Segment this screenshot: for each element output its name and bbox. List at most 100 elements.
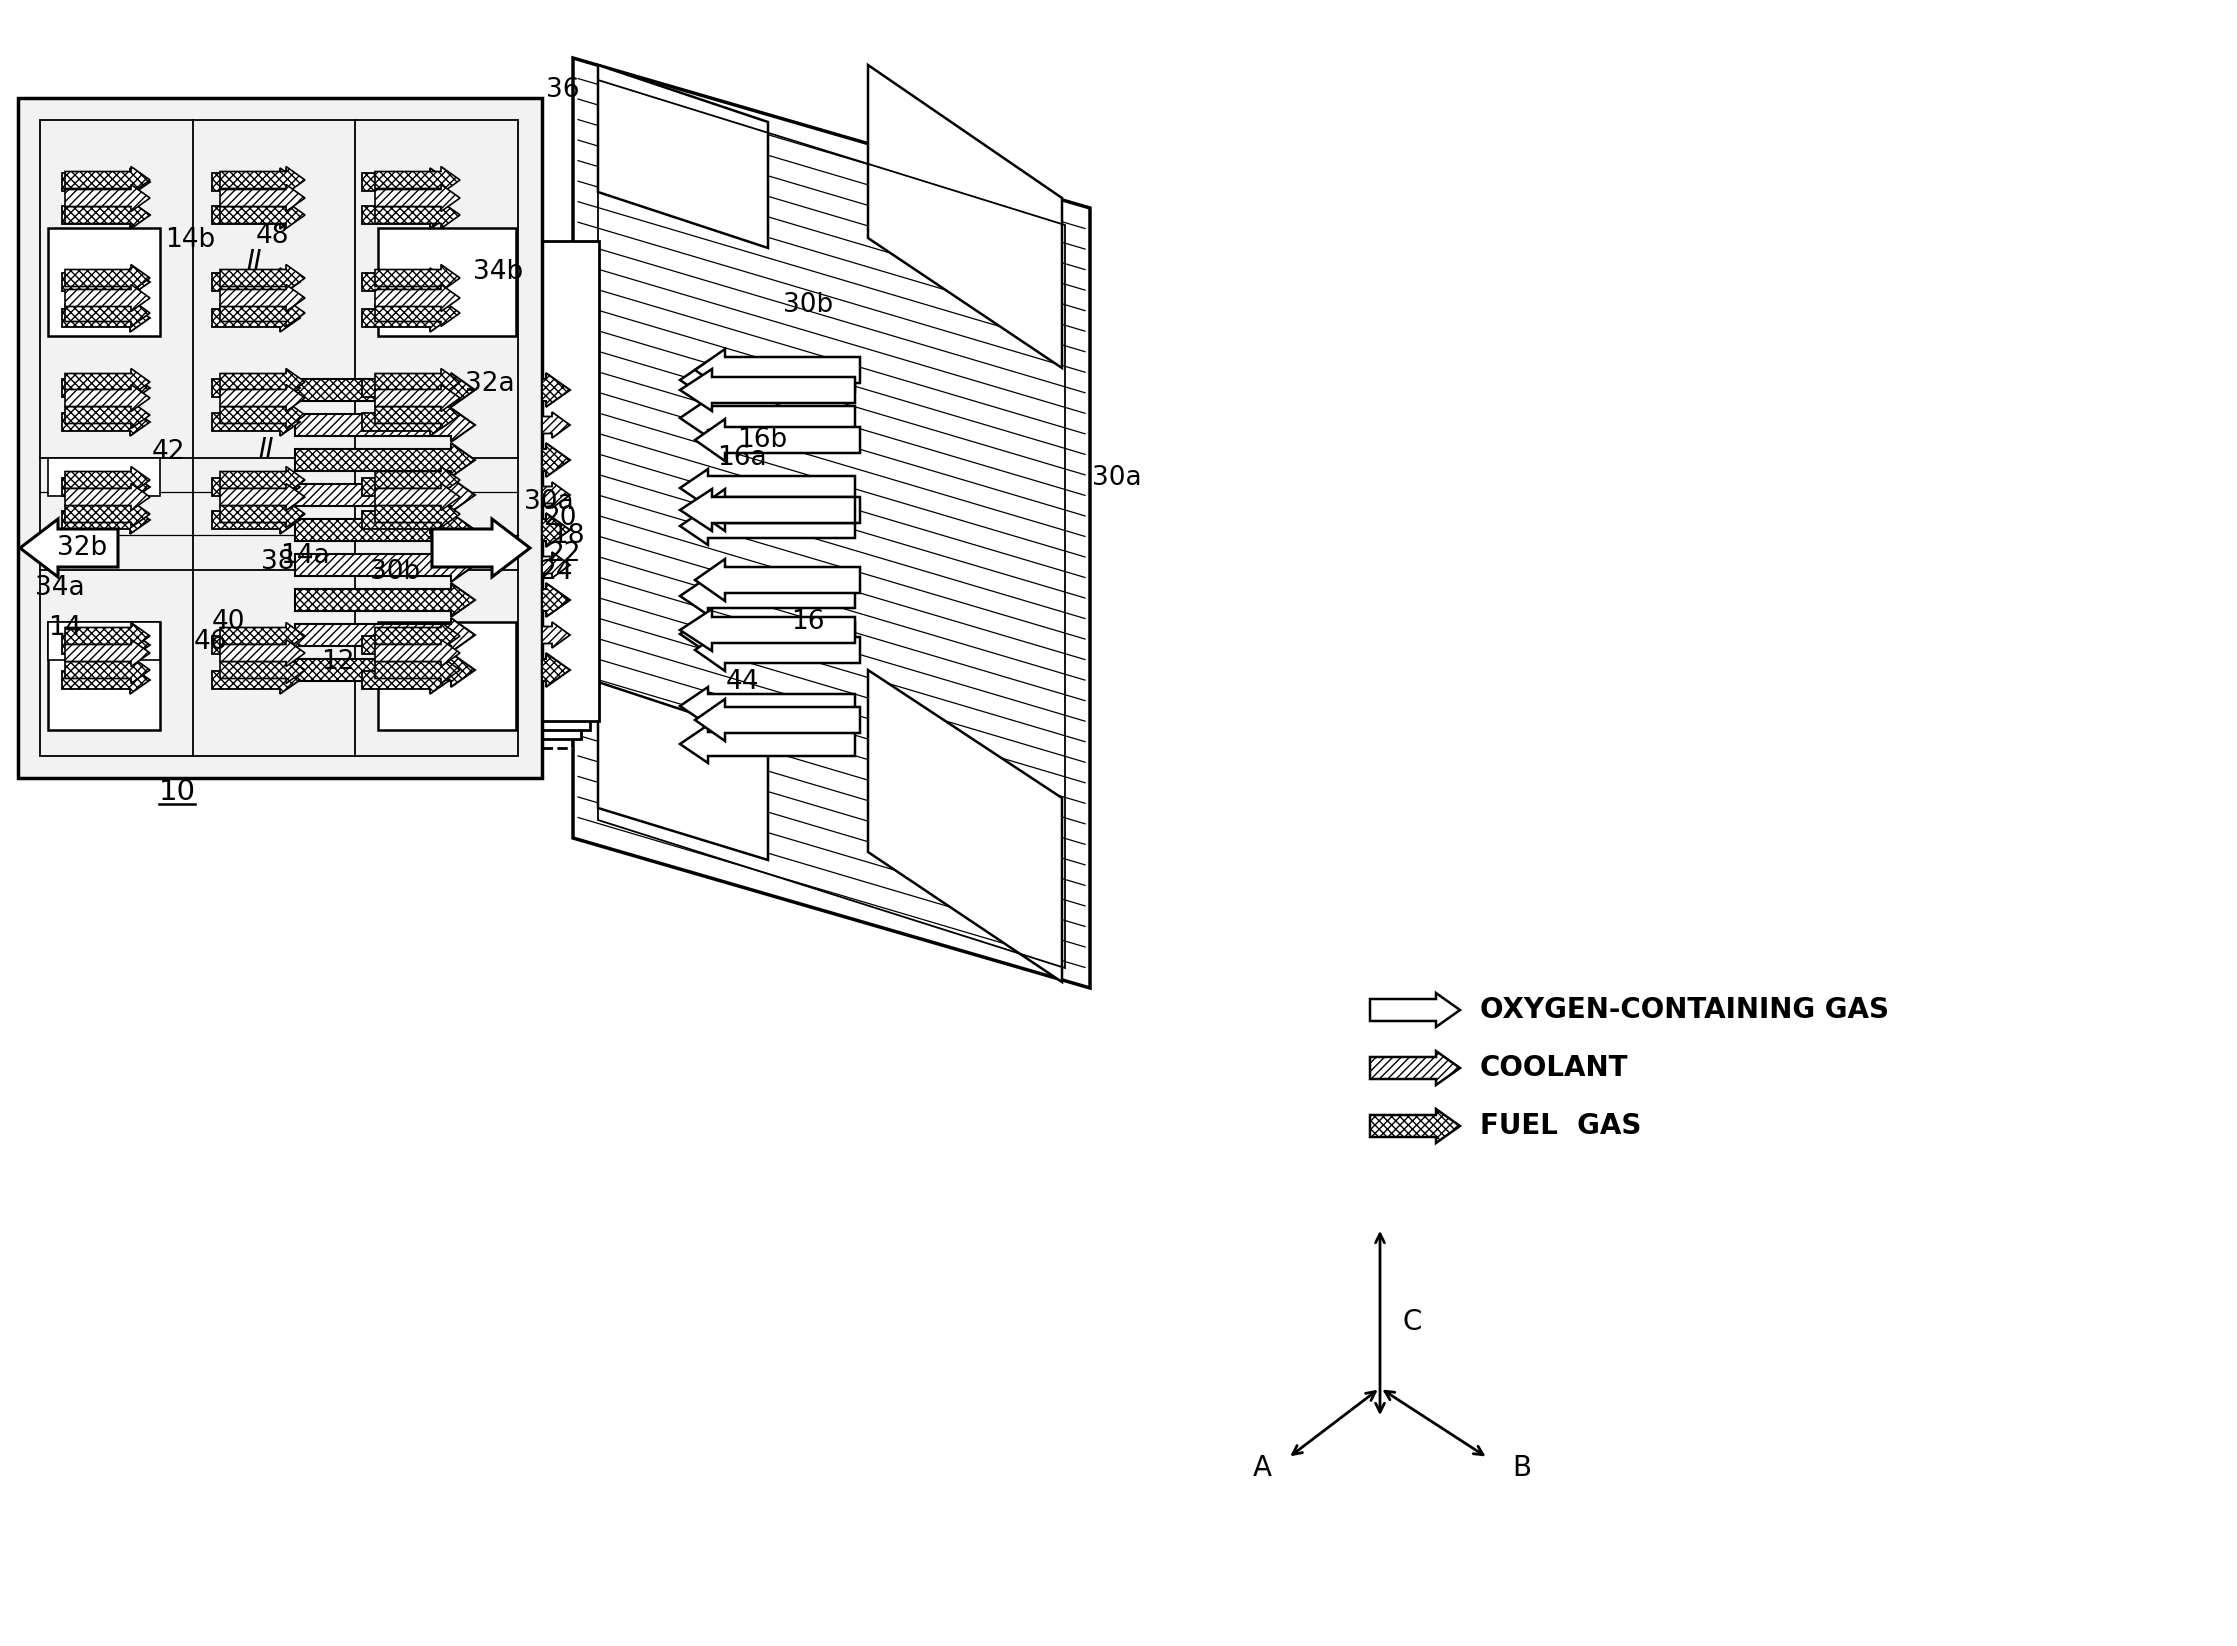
FancyArrow shape xyxy=(219,265,304,291)
FancyArrow shape xyxy=(680,398,855,436)
FancyArrow shape xyxy=(376,184,461,211)
FancyArrow shape xyxy=(541,443,570,477)
FancyArrow shape xyxy=(63,305,150,332)
FancyArrow shape xyxy=(20,518,119,578)
FancyArrow shape xyxy=(696,560,859,601)
Text: 20: 20 xyxy=(544,505,577,532)
Text: II: II xyxy=(257,436,273,463)
FancyArrow shape xyxy=(213,201,300,229)
FancyArrow shape xyxy=(376,166,461,194)
FancyArrow shape xyxy=(219,402,304,428)
FancyArrow shape xyxy=(376,640,461,667)
FancyArrow shape xyxy=(541,412,570,438)
FancyArrow shape xyxy=(362,168,450,196)
FancyArrow shape xyxy=(295,477,474,512)
Text: 44: 44 xyxy=(725,668,758,695)
FancyArrow shape xyxy=(680,469,855,507)
FancyArrow shape xyxy=(295,514,474,546)
Bar xyxy=(47,229,161,336)
FancyArrow shape xyxy=(219,640,304,667)
FancyArrow shape xyxy=(219,166,304,194)
FancyArrow shape xyxy=(696,489,859,532)
FancyArrow shape xyxy=(376,369,461,395)
Text: 34a: 34a xyxy=(36,574,85,601)
FancyArrow shape xyxy=(65,201,150,229)
FancyArrow shape xyxy=(1369,993,1461,1027)
FancyArrow shape xyxy=(376,402,461,428)
FancyArrow shape xyxy=(376,500,461,527)
FancyArrow shape xyxy=(213,630,300,658)
FancyArrow shape xyxy=(680,507,855,545)
Text: 40: 40 xyxy=(210,609,244,635)
Polygon shape xyxy=(573,58,1089,988)
FancyArrow shape xyxy=(63,168,150,196)
Polygon shape xyxy=(293,268,573,747)
FancyArrow shape xyxy=(213,505,300,533)
FancyArrow shape xyxy=(65,466,150,494)
FancyArrow shape xyxy=(362,374,450,402)
FancyArrow shape xyxy=(213,472,300,500)
Polygon shape xyxy=(597,681,767,859)
FancyArrow shape xyxy=(541,653,570,686)
FancyArrow shape xyxy=(63,472,150,500)
FancyArrow shape xyxy=(219,500,304,527)
FancyArrow shape xyxy=(65,300,150,326)
Text: COOLANT: COOLANT xyxy=(1481,1053,1629,1081)
Text: 30a: 30a xyxy=(523,489,573,515)
FancyArrow shape xyxy=(219,622,304,650)
FancyArrow shape xyxy=(65,657,150,683)
Text: 10: 10 xyxy=(159,779,195,807)
FancyArrow shape xyxy=(65,622,150,650)
Text: 48: 48 xyxy=(255,222,289,249)
Text: B: B xyxy=(1512,1453,1530,1481)
Bar xyxy=(378,622,517,729)
FancyArrow shape xyxy=(1369,1109,1461,1142)
FancyArrow shape xyxy=(65,385,150,412)
Text: 30b: 30b xyxy=(369,560,421,584)
Text: 32b: 32b xyxy=(56,535,107,561)
FancyArrow shape xyxy=(63,268,150,296)
FancyArrow shape xyxy=(541,374,570,407)
FancyArrow shape xyxy=(680,686,855,724)
FancyArrow shape xyxy=(541,482,570,509)
Polygon shape xyxy=(868,670,1063,983)
FancyArrow shape xyxy=(65,166,150,194)
FancyArrow shape xyxy=(213,408,300,436)
Text: 38: 38 xyxy=(262,550,295,574)
Bar xyxy=(47,622,161,660)
FancyArrow shape xyxy=(213,168,300,196)
FancyArrow shape xyxy=(680,616,855,653)
FancyArrow shape xyxy=(541,514,570,546)
Text: A: A xyxy=(1253,1453,1271,1481)
FancyArrow shape xyxy=(696,629,859,672)
FancyArrow shape xyxy=(295,443,474,477)
Text: 18: 18 xyxy=(550,523,584,550)
FancyArrow shape xyxy=(696,700,859,741)
Text: 14b: 14b xyxy=(166,227,215,253)
Text: II: II xyxy=(246,249,262,275)
Text: FUEL  GAS: FUEL GAS xyxy=(1481,1113,1642,1141)
FancyArrow shape xyxy=(219,300,304,326)
FancyArrow shape xyxy=(295,408,474,443)
FancyArrow shape xyxy=(219,369,304,395)
FancyArrow shape xyxy=(680,578,855,616)
FancyArrow shape xyxy=(680,724,855,764)
FancyArrow shape xyxy=(65,369,150,395)
FancyArrow shape xyxy=(63,667,150,695)
FancyArrow shape xyxy=(65,402,150,428)
Text: 32a: 32a xyxy=(465,370,515,397)
Polygon shape xyxy=(320,240,600,721)
Polygon shape xyxy=(311,250,591,729)
FancyArrow shape xyxy=(65,285,150,311)
FancyArrow shape xyxy=(219,466,304,494)
Text: OXYGEN-CONTAINING GAS: OXYGEN-CONTAINING GAS xyxy=(1481,996,1888,1024)
Bar xyxy=(47,622,161,729)
FancyArrow shape xyxy=(362,201,450,229)
Text: 16a: 16a xyxy=(718,444,767,471)
FancyArrow shape xyxy=(65,500,150,527)
FancyArrow shape xyxy=(63,201,150,229)
FancyArrow shape xyxy=(295,617,474,652)
Text: 42: 42 xyxy=(152,439,186,466)
FancyArrow shape xyxy=(63,630,150,658)
Text: 12: 12 xyxy=(322,649,356,675)
